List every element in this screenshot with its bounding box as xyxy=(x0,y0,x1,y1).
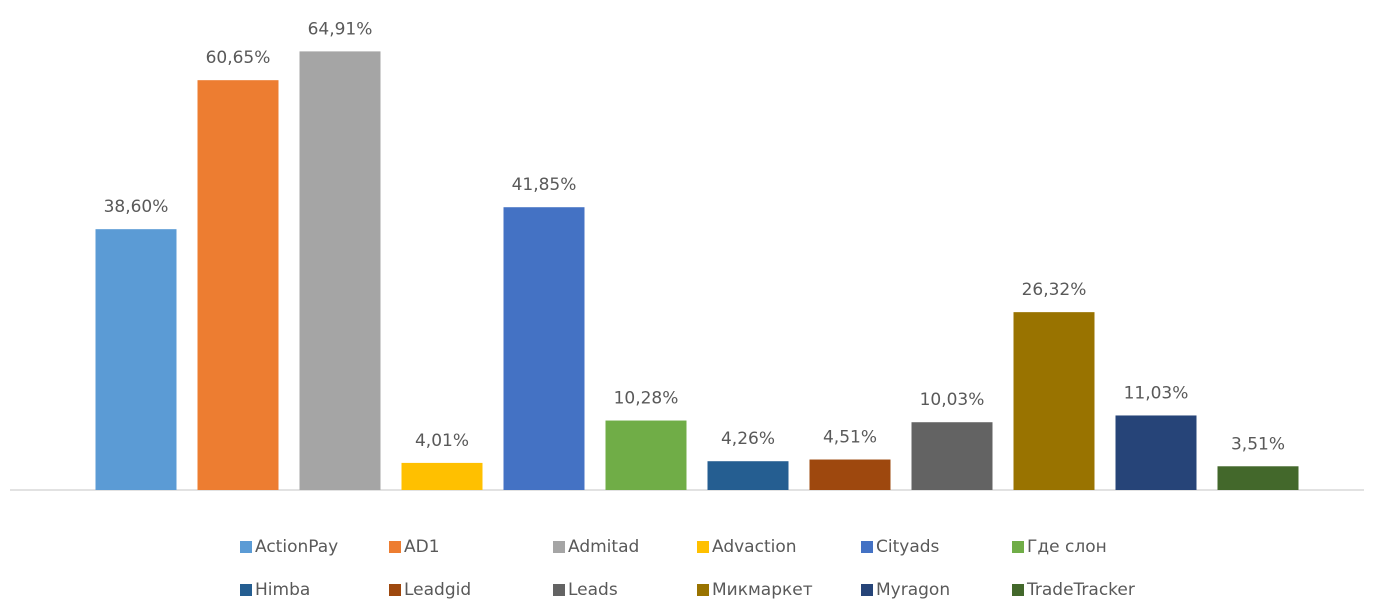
legend-label: Leads xyxy=(568,580,618,600)
legend-swatch xyxy=(1012,541,1024,553)
data-label: 26,32% xyxy=(1022,280,1087,300)
legend-label: Leadgid xyxy=(404,580,471,600)
legend-label: Myragon xyxy=(876,580,950,600)
legend-label: Cityads xyxy=(876,537,940,557)
data-label: 41,85% xyxy=(512,175,577,195)
bar xyxy=(197,80,279,490)
legend-label: AD1 xyxy=(404,537,440,557)
data-label: 11,03% xyxy=(1124,383,1189,403)
legend-swatch xyxy=(861,584,873,596)
bar xyxy=(707,461,789,490)
legend-label: Микмаркет xyxy=(712,580,813,600)
legend-label: Himba xyxy=(255,580,310,600)
data-label: 4,26% xyxy=(721,429,775,449)
bar xyxy=(1013,312,1095,490)
bar xyxy=(911,422,993,490)
bar xyxy=(95,229,177,490)
legend-swatch xyxy=(553,541,565,553)
legend-swatch xyxy=(553,584,565,596)
legend-swatch xyxy=(389,584,401,596)
legend-label: ActionPay xyxy=(255,537,338,557)
data-label: 10,28% xyxy=(614,389,679,409)
bar xyxy=(1115,415,1197,490)
legend-swatch xyxy=(389,541,401,553)
legend-swatch xyxy=(240,541,252,553)
bar xyxy=(503,207,585,491)
legend-swatch xyxy=(240,584,252,596)
legend-label: Admitad xyxy=(568,537,639,557)
data-label: 38,60% xyxy=(104,197,169,217)
data-label: 4,51% xyxy=(823,428,877,448)
legend-label: TradeTracker xyxy=(1026,580,1135,600)
bar xyxy=(401,462,483,490)
bar xyxy=(605,420,687,490)
bar xyxy=(809,459,891,490)
legend-swatch xyxy=(697,584,709,596)
bar xyxy=(299,51,381,490)
data-label: 64,91% xyxy=(308,19,373,39)
data-label: 60,65% xyxy=(206,48,271,68)
legend-label: Где слон xyxy=(1027,537,1107,557)
data-label: 4,01% xyxy=(415,431,469,451)
bar xyxy=(1217,466,1299,490)
data-label: 3,51% xyxy=(1231,434,1285,454)
legend-swatch xyxy=(1012,584,1024,596)
legend-swatch xyxy=(697,541,709,553)
legend-label: Advaction xyxy=(712,537,797,557)
legend-swatch xyxy=(861,541,873,553)
data-label: 10,03% xyxy=(920,390,985,410)
